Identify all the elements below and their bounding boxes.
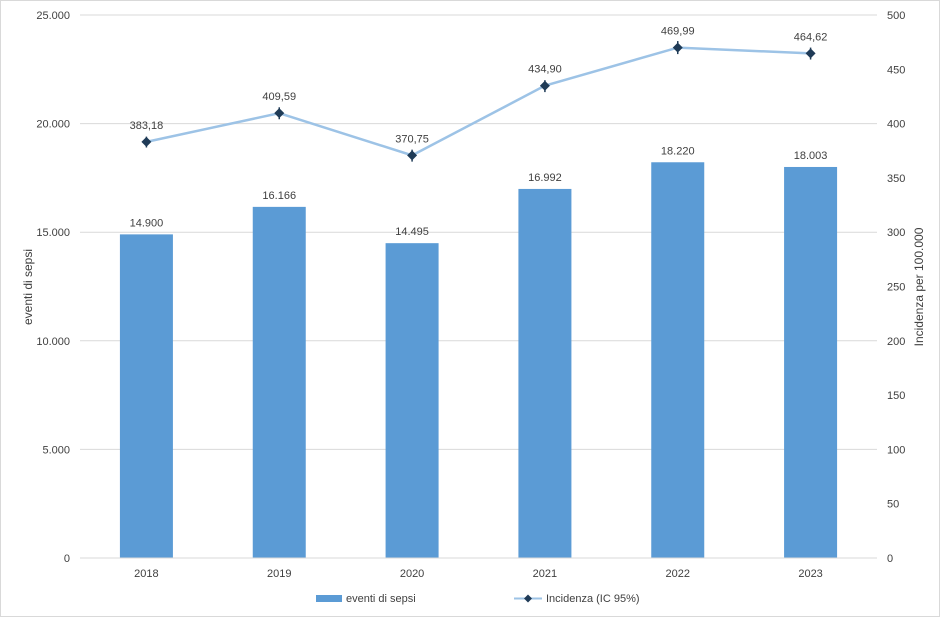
legend: eventi di sepsi Incidenza (IC 95%) xyxy=(316,593,640,605)
bar xyxy=(518,188,572,558)
bar-data-label: 14.900 xyxy=(130,217,164,229)
bar xyxy=(385,243,439,559)
line-data-label: 434,90 xyxy=(528,64,562,76)
legend-swatch-bar xyxy=(316,595,342,602)
gridlines xyxy=(80,14,877,450)
line-data-label: 370,75 xyxy=(395,133,429,145)
bar-data-label: 18.003 xyxy=(794,150,828,162)
x-tick-label: 2023 xyxy=(798,568,822,580)
line-data-label: 469,99 xyxy=(661,26,695,38)
bar-data-label: 16.992 xyxy=(528,172,562,184)
y-tick-label-left: 0 xyxy=(64,553,70,565)
bar xyxy=(252,206,306,558)
legend-label-line: Incidenza (IC 95%) xyxy=(546,593,640,605)
y-tick-label-left: 10.000 xyxy=(36,336,70,348)
x-tick-label: 2020 xyxy=(400,568,424,580)
y-tick-label-right: 250 xyxy=(887,282,905,294)
x-tick-label: 2022 xyxy=(666,568,690,580)
line-point xyxy=(672,42,683,53)
legend-label-bar: eventi di sepsi xyxy=(346,593,416,605)
y-tick-label-left: 25.000 xyxy=(36,10,70,22)
line-point xyxy=(141,136,152,147)
line-point xyxy=(407,150,418,161)
line-data-label: 464,62 xyxy=(794,31,828,43)
y-tick-label-right: 150 xyxy=(887,390,905,402)
y-tick-label-right: 300 xyxy=(887,227,905,239)
bar-data-label: 18.220 xyxy=(661,145,695,157)
line-series xyxy=(141,41,816,162)
y-axis-title-left: eventi di sepsi xyxy=(21,249,35,325)
bar xyxy=(651,162,705,558)
data-labels: 14.900 16.166 14.495 16.992 18.220 18.003 383,… xyxy=(130,26,828,239)
bar-series xyxy=(119,162,838,559)
line-point xyxy=(539,80,550,91)
y-tick-label-right: 500 xyxy=(887,10,905,22)
line-data-label: 383,18 xyxy=(130,120,164,132)
line-point xyxy=(805,48,816,59)
y-tick-label-left: 15.000 xyxy=(36,227,70,239)
y-tick-label-right: 450 xyxy=(887,64,905,76)
bar-data-label: 16.166 xyxy=(262,190,296,202)
incidence-line xyxy=(146,46,811,157)
y-axis-title-right: Incidenza per 100.000 xyxy=(912,227,926,346)
y-tick-label-left: 20.000 xyxy=(36,119,70,131)
y-tick-label-right: 0 xyxy=(887,553,893,565)
x-tick-label: 2018 xyxy=(134,568,158,580)
y-tick-label-right: 200 xyxy=(887,336,905,348)
bar xyxy=(784,166,838,558)
line-data-label: 409,59 xyxy=(262,91,296,103)
bar xyxy=(119,234,173,558)
legend-marker-diamond xyxy=(524,594,532,603)
bar-data-label: 14.495 xyxy=(395,226,429,238)
x-tick-label: 2021 xyxy=(533,568,557,580)
y-tick-label-left: 5.000 xyxy=(42,444,70,456)
y-tick-label-right: 50 xyxy=(887,499,899,511)
y-tick-label-right: 100 xyxy=(887,444,905,456)
axes: 0 5.000 10.000 15.000 20.000 25.000 0 50 100 150 2… xyxy=(36,10,905,580)
x-tick-label: 2019 xyxy=(267,568,291,580)
line-point xyxy=(274,108,285,119)
y-tick-label-right: 350 xyxy=(887,173,905,185)
y-tick-label-right: 400 xyxy=(887,119,905,131)
